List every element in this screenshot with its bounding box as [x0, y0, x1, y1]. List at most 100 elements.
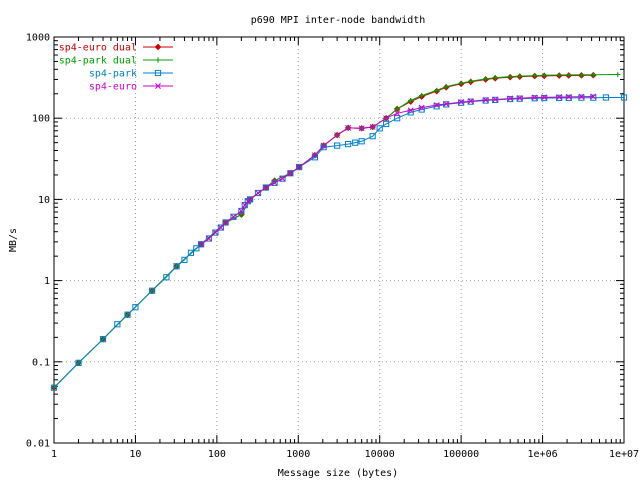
data-point — [181, 256, 188, 263]
data-point — [492, 96, 499, 103]
data-point — [418, 104, 425, 111]
legend-label: sp4-park dual — [59, 56, 137, 67]
data-point — [467, 98, 474, 105]
data-point — [187, 249, 195, 256]
data-point — [531, 94, 538, 101]
data-point — [148, 287, 156, 294]
series-line — [53, 97, 624, 389]
data-point — [578, 72, 585, 78]
data-point — [434, 87, 440, 93]
y-tick-label: 1 — [44, 276, 50, 287]
data-point — [345, 140, 352, 148]
data-point — [198, 241, 205, 248]
x-axis-label: Message size (bytes) — [278, 468, 398, 479]
data-point — [418, 106, 425, 113]
x-tick-label: 100 — [208, 449, 226, 460]
data-point — [433, 102, 440, 109]
data-point — [296, 164, 303, 171]
data-point — [271, 179, 278, 186]
data-point — [352, 139, 359, 146]
series-layer — [50, 71, 628, 391]
data-point — [556, 94, 563, 101]
data-point — [458, 80, 464, 86]
data-point — [590, 93, 597, 100]
data-point — [320, 144, 327, 151]
legend-item-2: sp4-park — [89, 69, 173, 80]
data-point — [507, 95, 514, 102]
legend-marker — [155, 57, 161, 63]
x-tick-label: 1e+07 — [609, 449, 639, 460]
data-point — [320, 142, 327, 149]
data-point — [173, 263, 180, 270]
data-point — [271, 179, 278, 186]
plot-frame — [53, 36, 625, 444]
x-tick-label: 10000 — [365, 449, 395, 460]
series-line — [53, 74, 594, 389]
axis-ticks: 1 10 100 1000 10000 100000 1e+06 1e+07 0.01 0.1 1 1… — [26, 33, 639, 461]
data-point — [230, 213, 237, 220]
legend-marker — [154, 69, 162, 77]
data-point — [578, 94, 585, 101]
data-point — [615, 71, 621, 78]
data-point — [443, 100, 450, 107]
data-point — [566, 72, 572, 78]
data-point — [383, 120, 390, 128]
data-point — [247, 196, 254, 203]
legend: sp4-euro dual sp4-park dual sp4-park sp4-eu… — [59, 43, 173, 93]
legend-item-3: sp4-euro — [89, 82, 173, 93]
data-point — [458, 99, 465, 106]
legend-label: sp4-euro — [89, 82, 137, 93]
data-point — [217, 224, 224, 231]
data-point — [541, 94, 548, 101]
data-point — [222, 219, 229, 226]
data-point — [345, 124, 352, 131]
data-point — [241, 202, 248, 209]
data-point — [197, 241, 205, 248]
data-point — [279, 175, 286, 182]
data-point — [565, 94, 572, 101]
data-point — [483, 76, 489, 82]
x-tick-label: 1 — [51, 449, 57, 460]
x-tick-label: 10 — [129, 449, 141, 460]
data-point — [602, 94, 610, 101]
data-point — [193, 245, 200, 252]
data-point — [358, 125, 365, 132]
data-point — [383, 115, 390, 122]
data-point — [205, 235, 213, 242]
data-point — [376, 125, 383, 132]
x-tick-label: 100000 — [443, 449, 479, 460]
data-point — [620, 94, 628, 101]
data-point — [262, 184, 269, 191]
series-line — [53, 74, 618, 389]
x-tick-label: 1000 — [286, 449, 310, 460]
data-point — [230, 213, 237, 220]
data-point — [556, 72, 562, 78]
data-point — [578, 93, 585, 100]
data-point — [287, 170, 294, 177]
data-point — [541, 72, 547, 78]
data-point — [507, 74, 513, 80]
data-point — [254, 189, 262, 197]
data-point — [556, 94, 563, 101]
data-point — [369, 124, 376, 130]
data-point — [394, 110, 401, 117]
data-point — [279, 175, 286, 182]
data-point — [311, 152, 318, 159]
data-point — [394, 115, 401, 122]
series-0 — [50, 71, 597, 391]
data-point — [590, 72, 596, 78]
data-point — [531, 95, 538, 102]
data-point — [212, 229, 219, 236]
data-point — [532, 72, 538, 79]
data-point — [419, 92, 425, 99]
data-point — [565, 93, 572, 100]
data-point — [238, 208, 245, 214]
data-point — [433, 103, 440, 110]
data-point — [394, 106, 400, 112]
y-tick-label: 1000 — [26, 33, 50, 44]
data-point — [492, 75, 498, 81]
data-point — [334, 142, 341, 149]
y-tick-label: 100 — [32, 114, 50, 125]
grid — [54, 37, 624, 443]
